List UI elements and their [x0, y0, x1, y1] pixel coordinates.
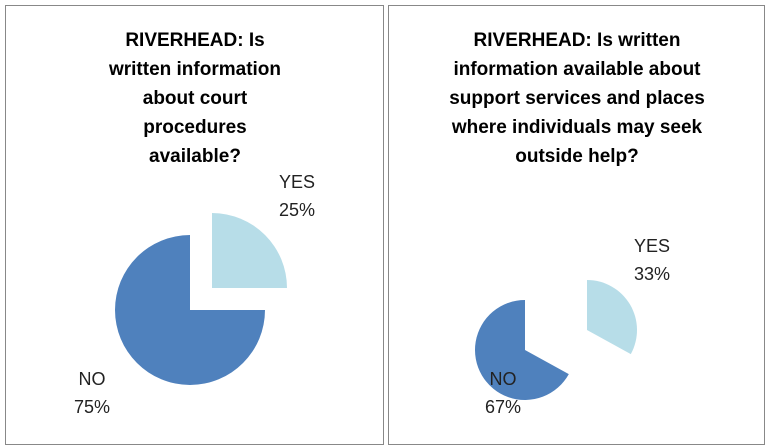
- slice-category: YES: [279, 172, 315, 192]
- pie-slice: [587, 280, 637, 355]
- slice-value-label: 75%: [74, 397, 110, 417]
- slice-value-label: 67%: [485, 397, 521, 417]
- pie-slice: [212, 213, 287, 288]
- chart-title: RIVERHEAD: Is written information availa…: [449, 30, 705, 167]
- slice-value-label: 25%: [279, 200, 315, 220]
- chart-title: RIVERHEAD: Is written information about …: [108, 30, 282, 167]
- slice-value-label: 33%: [634, 264, 670, 284]
- page: RIVERHEAD: Is written information about …: [5, 5, 765, 445]
- charts: YES 25% NO 75% YES 33% NO 67%: [74, 172, 670, 417]
- pie-slice: [474, 300, 569, 400]
- slice-category: NO: [490, 369, 517, 389]
- pie-slice: [115, 235, 265, 385]
- slice-category: YES: [634, 236, 670, 256]
- slice-category: NO: [79, 369, 106, 389]
